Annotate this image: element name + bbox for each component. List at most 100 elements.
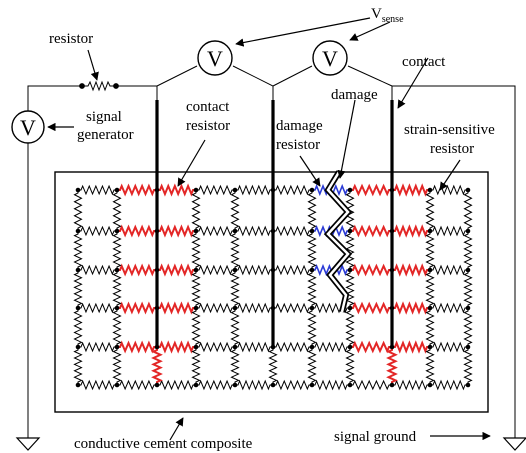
strain-sensitive-resistor (345, 270, 355, 308)
contact-resistor (117, 183, 157, 197)
strain-sensitive-resistor (112, 190, 122, 231)
network-node (309, 382, 315, 388)
contact-resistor (392, 224, 430, 238)
strain-sensitive-resistor (463, 270, 473, 308)
network-node (232, 187, 238, 193)
strain-sensitive-resistor (191, 231, 201, 270)
contact-resistor (117, 340, 157, 354)
strain-sensitive-resistor (230, 270, 240, 308)
strain-sensitive-resistor (425, 270, 435, 308)
strain-sensitive-resistor (117, 379, 157, 391)
strain-sensitive-resistor (463, 231, 473, 270)
strain-sensitive-resistor (196, 302, 235, 314)
ground-left (15, 437, 41, 451)
ground-right (502, 437, 526, 451)
network-node (389, 382, 395, 388)
resistor-to-contact-wire (117, 85, 158, 100)
arrow-damage-resistor (299, 155, 321, 187)
network-node (309, 187, 315, 193)
signal-generator-voltmeter: V (11, 110, 45, 144)
network-node (193, 305, 199, 311)
network-node (75, 228, 81, 234)
network-node (114, 187, 120, 193)
network-node (427, 305, 433, 311)
strain-sensitive-resistor (78, 341, 117, 353)
network-node (465, 267, 471, 273)
contact-resistor (350, 340, 392, 354)
strain-sensitive-resistor (273, 225, 312, 237)
strain-sensitive-resistor (112, 308, 122, 347)
contact-resistor (157, 224, 196, 238)
contact-resistor (157, 301, 196, 315)
strain-sensitive-resistor (78, 302, 117, 314)
labels: resistor signal generator contact resist… (49, 6, 495, 452)
arrow-vsense-2 (349, 21, 391, 41)
strain-sensitive-resistor (307, 347, 317, 385)
network-node (193, 267, 199, 273)
contact-resistor (157, 340, 196, 354)
strain-sensitive-resistor (235, 264, 273, 276)
strain-sensitive-resistor (307, 270, 317, 308)
strain-sensitive-resistor (230, 308, 240, 347)
label-generator: generator (77, 127, 134, 143)
network-node (347, 187, 353, 193)
strain-sensitive-resistor (191, 270, 201, 308)
label-damage-resistor-1: damage (276, 118, 323, 134)
strain-sensitive-resistor (73, 347, 83, 385)
strain-sensitive-resistor (230, 231, 240, 270)
arrow-contact-resistor (177, 139, 206, 187)
strain-sensitive-resistor (273, 379, 312, 391)
network-node (309, 267, 315, 273)
strain-sensitive-resistor (350, 379, 392, 391)
strain-sensitive-resistor (463, 347, 473, 385)
network-node (232, 305, 238, 311)
network-node (114, 267, 120, 273)
network-node (75, 382, 81, 388)
contact-resistor (350, 263, 392, 277)
network-node (193, 344, 199, 350)
network-node (232, 344, 238, 350)
strain-sensitive-resistor (430, 264, 468, 276)
series-resistor (79, 80, 119, 92)
network-node (465, 187, 471, 193)
contact-resistor (350, 301, 392, 315)
arrow-composite (169, 417, 184, 441)
strain-sensitive-resistor (268, 347, 278, 385)
strain-sensitive-resistor (191, 308, 201, 347)
label-signal-ground: signal ground (334, 429, 417, 445)
strain-sensitive-resistor (157, 379, 196, 391)
label-damage-resistor-2: resistor (276, 137, 320, 153)
contact-resistor (117, 263, 157, 277)
resistor-network (73, 183, 473, 391)
strain-sensitive-resistor (345, 347, 355, 385)
network-node (193, 187, 199, 193)
network-node (232, 382, 238, 388)
strain-sensitive-resistor (235, 341, 273, 353)
strain-sensitive-resistor (307, 190, 317, 231)
strain-sensitive-resistor (196, 264, 235, 276)
network-node (347, 267, 353, 273)
network-node (154, 382, 160, 388)
contact-resistor (392, 301, 430, 315)
network-node (114, 305, 120, 311)
strain-sensitive-resistor (191, 190, 201, 231)
strain-sensitive-resistor (78, 264, 117, 276)
strain-sensitive-resistor (430, 225, 468, 237)
strain-sensitive-resistor (312, 379, 350, 391)
strain-sensitive-resistor (235, 225, 273, 237)
network-node (193, 228, 199, 234)
strain-sensitive-resistor (191, 347, 201, 385)
strain-sensitive-resistor (235, 184, 273, 196)
strain-sensitive-resistor (73, 308, 83, 347)
label-contact-resistor-1: contact (186, 99, 230, 115)
strain-sensitive-resistor (425, 190, 435, 231)
voltmeter-1-symbol: V (207, 46, 223, 71)
strain-sensitive-resistor (78, 225, 117, 237)
strain-sensitive-resistor (196, 379, 235, 391)
label-strain-sensitive-2: resistor (430, 141, 474, 157)
strain-sensitive-resistor (78, 184, 117, 196)
external-circuit (27, 65, 516, 438)
contact-resistor (392, 183, 430, 197)
strain-sensitive-resistor (430, 341, 468, 353)
